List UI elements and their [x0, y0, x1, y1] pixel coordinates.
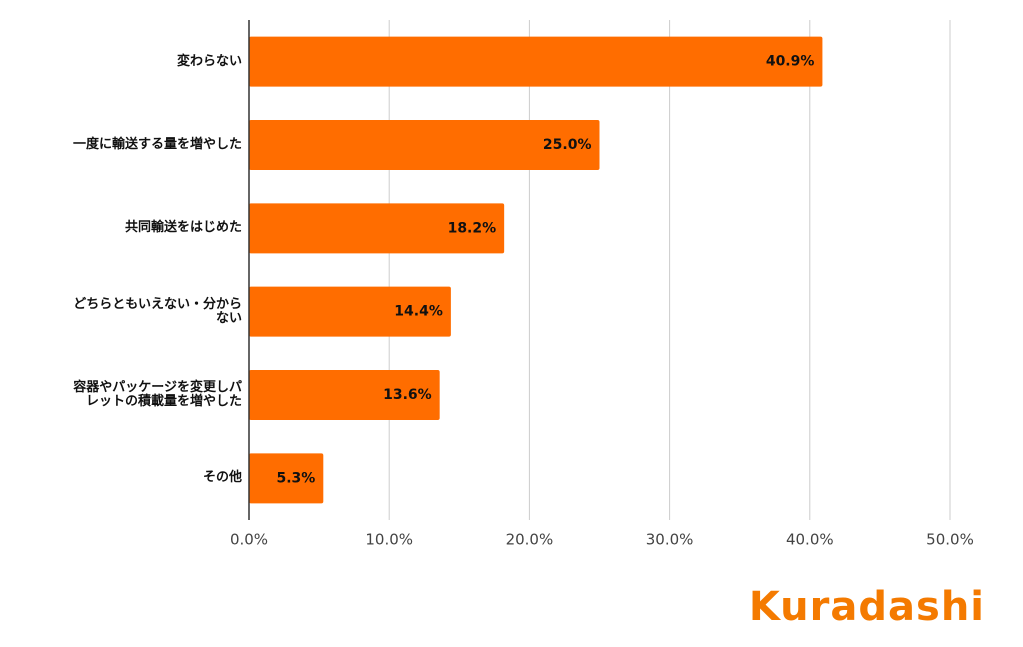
- bar: [249, 286, 451, 337]
- bar: [249, 453, 324, 504]
- category-label: 変わらない: [176, 53, 242, 69]
- category-label: 共同輸送をはじめた: [124, 220, 242, 236]
- logo: Kuradashi: [748, 584, 985, 630]
- category-label: その他: [202, 470, 242, 486]
- value-label: 18.2%: [448, 220, 497, 236]
- bar: [249, 203, 505, 254]
- x-tick-label: 10.0%: [365, 531, 413, 549]
- value-label: 25.0%: [543, 137, 592, 153]
- value-label: 14.4%: [394, 304, 443, 320]
- value-label: 5.3%: [276, 470, 315, 486]
- value-label: 40.9%: [766, 54, 815, 70]
- value-label: 13.6%: [383, 387, 432, 403]
- category-label: どちらともいえない・分からない: [73, 296, 242, 326]
- category-label: 容器やパッケージを変更しパレットの積載量を増やした: [73, 380, 242, 409]
- x-tick-label: 20.0%: [506, 531, 554, 549]
- x-tick-label: 50.0%: [926, 531, 974, 549]
- bar: [249, 36, 823, 87]
- bar: [249, 370, 440, 420]
- x-tick-label: 40.0%: [786, 531, 834, 549]
- x-tick-label: 30.0%: [646, 531, 694, 549]
- category-label: 一度に輸送する量を増やした: [72, 137, 242, 152]
- x-tick-label: 0.0%: [230, 531, 268, 549]
- bar: [249, 120, 600, 170]
